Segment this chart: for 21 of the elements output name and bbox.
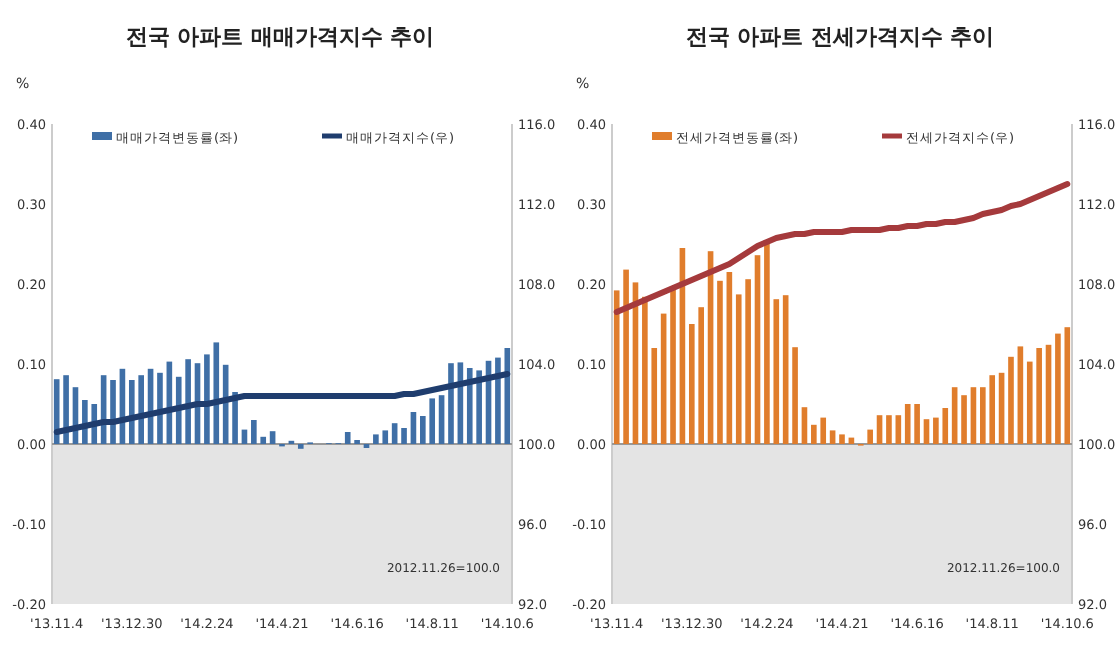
bar bbox=[867, 429, 873, 444]
bar bbox=[792, 347, 798, 444]
bar bbox=[829, 430, 836, 444]
bar bbox=[391, 423, 398, 444]
bar bbox=[269, 431, 276, 444]
bar bbox=[886, 415, 892, 444]
bar bbox=[961, 395, 967, 444]
bar bbox=[717, 280, 723, 444]
chart-title: 전국 아파트 매매가격지수 추이 bbox=[125, 24, 435, 50]
bar bbox=[1008, 356, 1014, 444]
chart-title: 전국 아파트 전세가격지수 추이 bbox=[685, 24, 995, 50]
line-series bbox=[613, 181, 1071, 315]
bar bbox=[448, 363, 454, 444]
bar bbox=[401, 428, 407, 444]
bar bbox=[876, 415, 883, 444]
line-series bbox=[53, 371, 511, 435]
bar bbox=[157, 372, 163, 444]
bar bbox=[895, 415, 902, 444]
bar bbox=[670, 288, 676, 444]
bar bbox=[110, 380, 116, 444]
bar bbox=[839, 434, 845, 444]
